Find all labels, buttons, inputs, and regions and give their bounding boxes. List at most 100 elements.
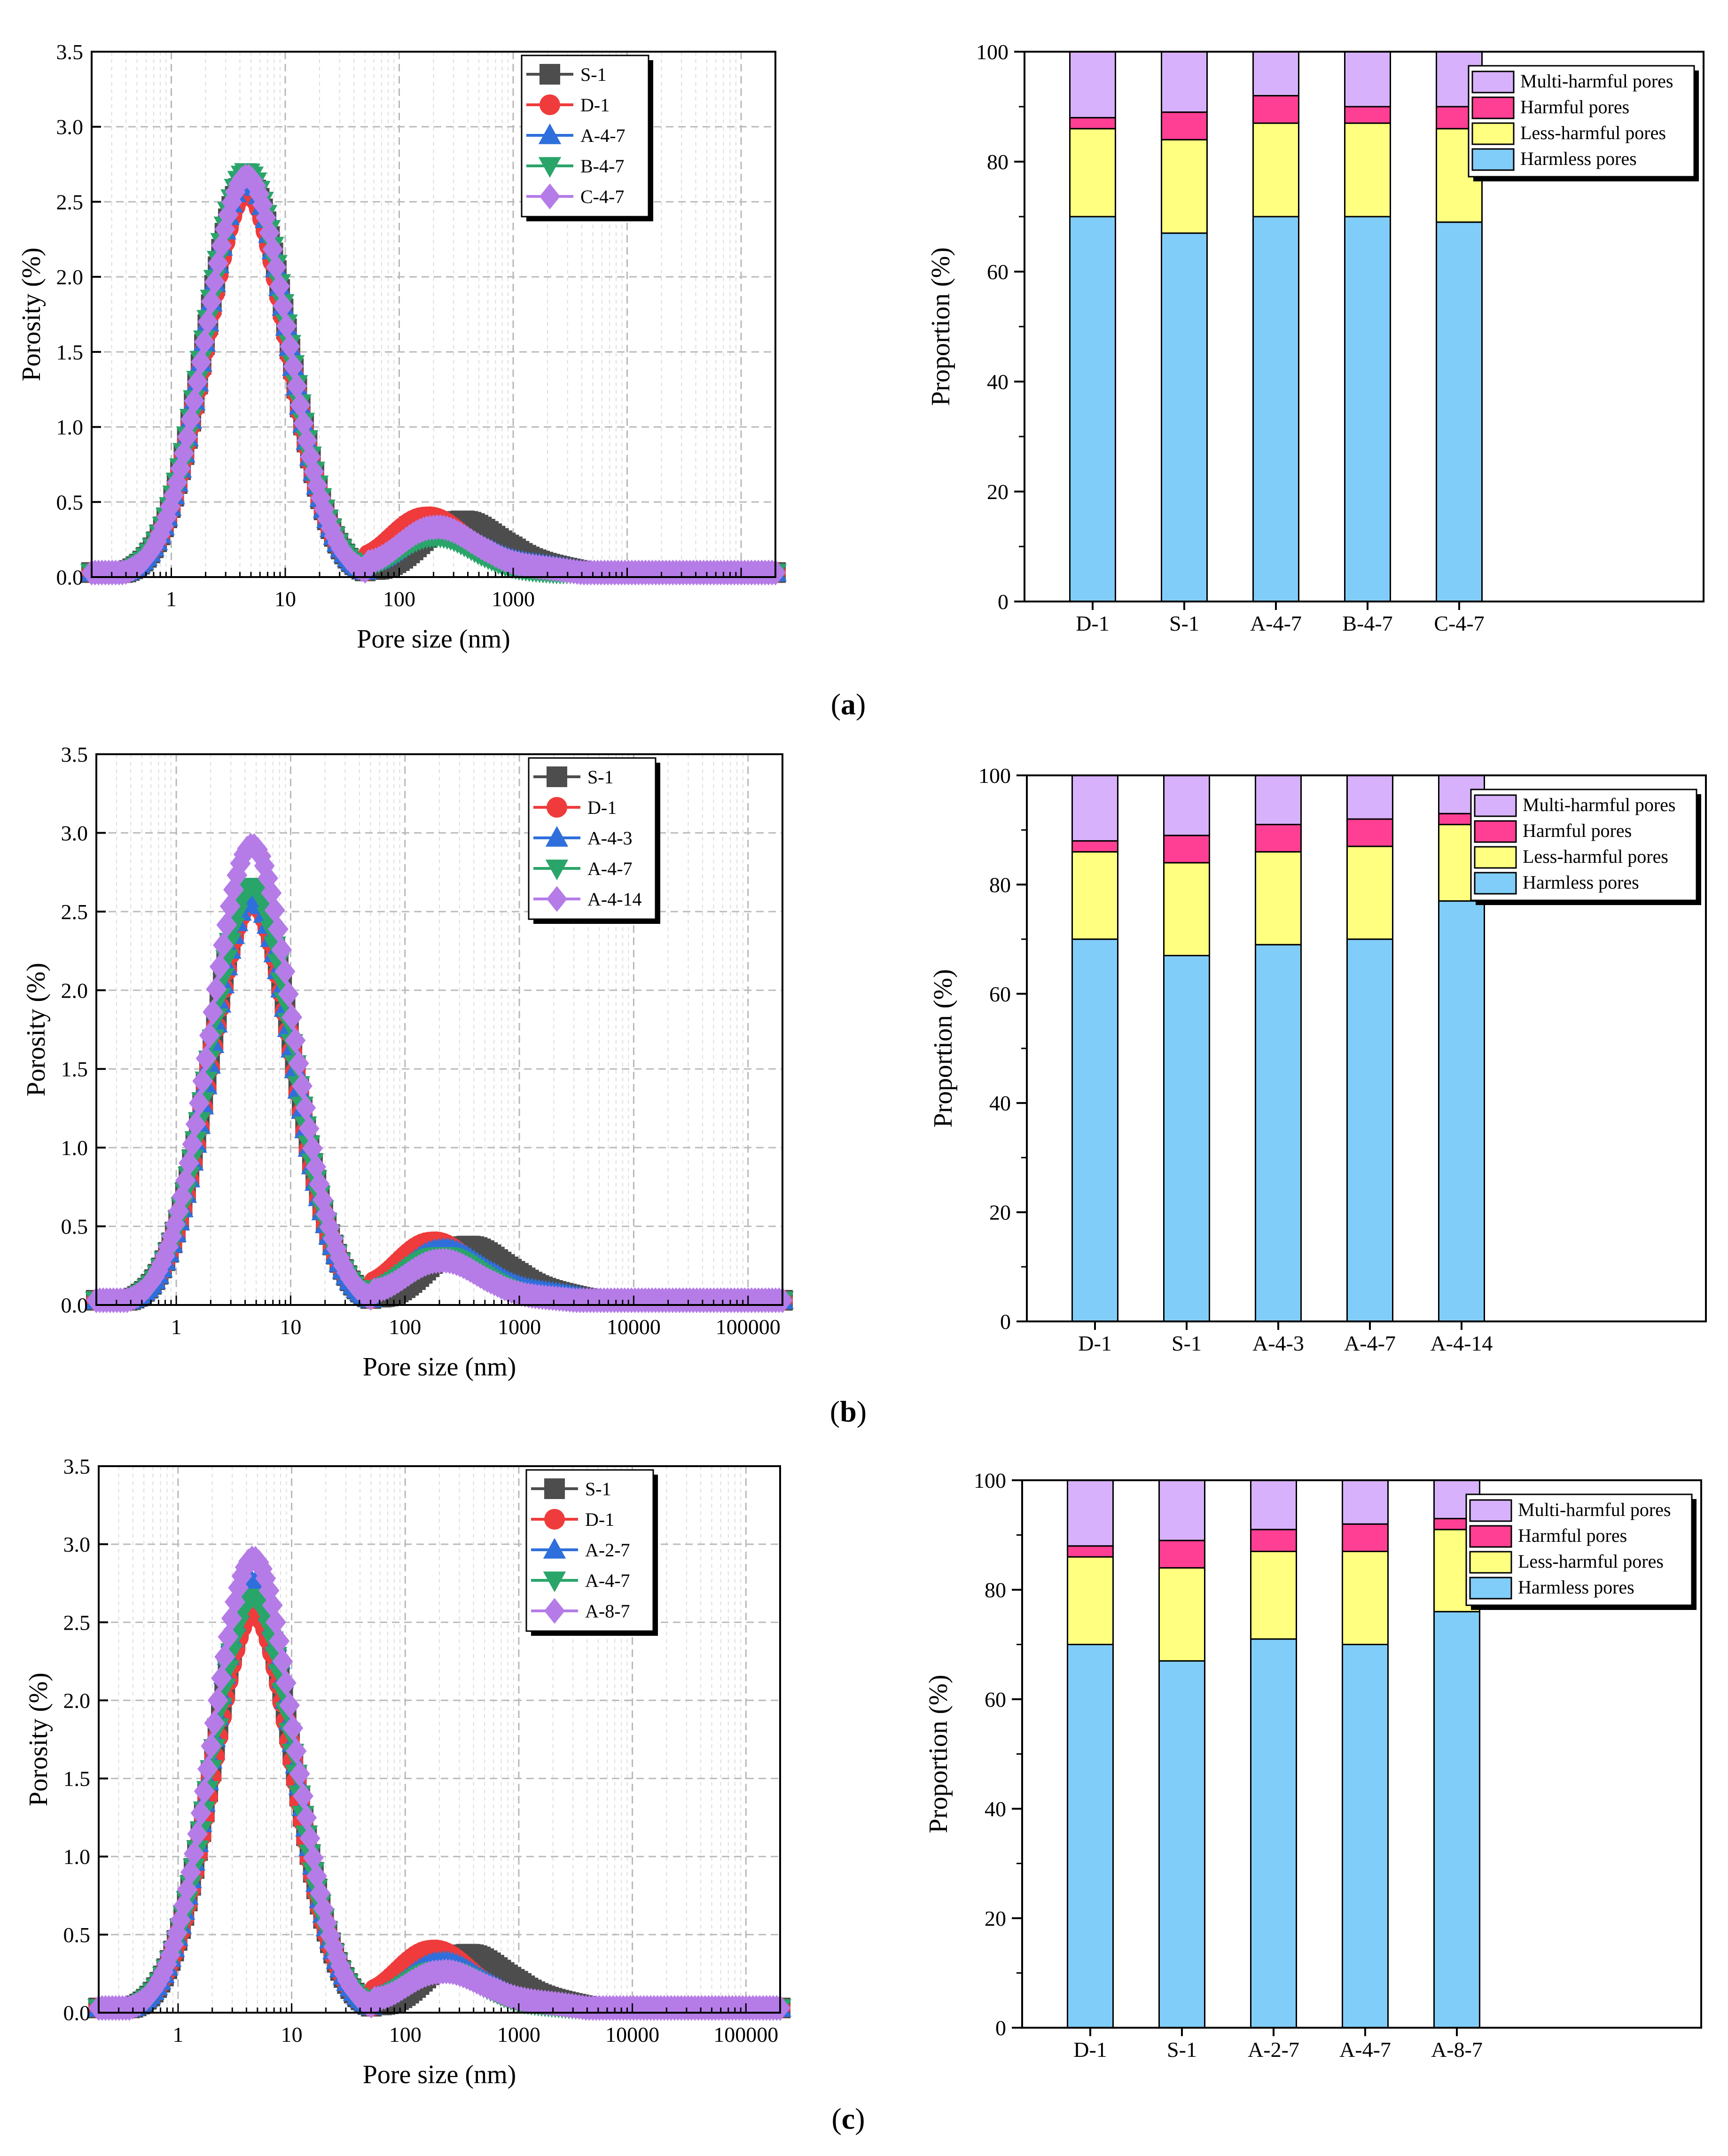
data-point — [218, 1624, 239, 1650]
legend: Multi-harmful pores Harmful pores Less-har… — [1470, 789, 1701, 905]
data-point — [185, 1111, 206, 1137]
data-point — [303, 459, 324, 485]
data-point — [214, 1644, 235, 1670]
data-point — [194, 329, 215, 355]
x-tick-label: 100 — [389, 1315, 421, 1339]
data-point — [206, 976, 227, 1002]
bar-segment — [1071, 840, 1118, 853]
legend-swatch — [1471, 122, 1515, 145]
legend-label: Harmless pores — [1523, 872, 1639, 893]
bar-segment — [1069, 51, 1116, 118]
y-tick-label: 3.0 — [61, 821, 88, 845]
x-axis-label: Pore size (nm) — [357, 625, 510, 654]
bar-segment — [1158, 1660, 1205, 2029]
bar-segment — [1255, 944, 1302, 1322]
legend-swatch — [1469, 1577, 1512, 1600]
legend-label: S-1 — [580, 64, 607, 85]
y-tick-label: 3.0 — [56, 115, 84, 139]
panel-label-a: (a) — [831, 687, 866, 721]
data-point — [286, 373, 307, 399]
data-point — [264, 897, 285, 923]
bar-segment — [1158, 1479, 1205, 1541]
legend-label: Less-harmful pores — [1520, 122, 1666, 143]
data-point — [195, 1045, 217, 1071]
data-point — [216, 912, 237, 938]
data-point — [288, 1050, 309, 1077]
data-point — [302, 1135, 323, 1162]
bar-segment — [1163, 862, 1210, 956]
bar-segment — [1346, 938, 1393, 1322]
y-axis-label: Porosity (%) — [24, 1672, 53, 1806]
x-tick-label: A-4-14 — [1431, 1331, 1493, 1355]
legend-swatch — [1469, 1551, 1512, 1574]
legend-label: Multi-harmful pores — [1520, 70, 1673, 92]
y-tick-label: 1.0 — [61, 1136, 88, 1160]
y-tick-label: 1.0 — [56, 415, 84, 439]
legend-swatch — [1469, 1499, 1512, 1522]
data-point — [184, 388, 205, 414]
y-tick-label: 3.5 — [56, 40, 84, 64]
bar-segment — [1163, 954, 1210, 1322]
legend-marker — [545, 826, 569, 847]
data-point — [207, 1687, 228, 1713]
data-point — [281, 1004, 303, 1031]
data-point — [190, 1800, 211, 1826]
legend-marker — [547, 766, 567, 787]
legend-label: A-8-7 — [585, 1601, 630, 1622]
y-tick-label: 1.5 — [61, 1057, 88, 1081]
y-tick-label: 0.0 — [61, 1293, 88, 1317]
y-tick-label: 0.0 — [56, 565, 84, 589]
legend-marker — [547, 797, 567, 818]
data-point — [279, 1692, 300, 1719]
bar-segment — [1252, 95, 1299, 124]
tick-labels: 0.0 0.5 1.0 1.5 2.0 2.5 3.0 3.5 1 10 100 1000 — [56, 40, 776, 611]
data-point — [180, 406, 201, 432]
legend-label: B-4-7 — [580, 156, 624, 177]
data-point — [275, 1670, 297, 1696]
data-point — [266, 1609, 286, 1635]
y-tick-label: 0.5 — [56, 490, 84, 514]
y-tick-label: 60 — [989, 982, 1011, 1006]
x-tick-label: 10 — [281, 2023, 303, 2047]
legend-marker — [540, 183, 560, 210]
data-point — [189, 1090, 210, 1116]
data-point — [187, 1821, 208, 1847]
bar-segment — [1069, 216, 1116, 602]
x-tick-label: 1 — [171, 1315, 182, 1339]
data-point — [303, 1845, 324, 1871]
porosity-chart-b: 0.0 0.5 1.0 1.5 2.0 2.5 3.0 3.5 1 10 100 1000 10000 1… — [22, 742, 794, 1382]
bar-segment — [1071, 851, 1118, 940]
legend: Multi-harmful pores Harmful pores Less-har… — [1465, 1493, 1697, 1610]
bar-segment — [1344, 106, 1391, 124]
legend: Multi-harmful pores Harmful pores Less-har… — [1468, 65, 1699, 181]
tick-labels: 0.0 0.5 1.0 1.5 2.0 2.5 3.0 3.5 1 10 100 1000 10000 1… — [63, 1454, 781, 2047]
data-point — [177, 424, 198, 450]
x-tick-label: A-4-3 — [1252, 1331, 1304, 1355]
legend-marker — [540, 64, 560, 85]
y-tick-label: 100 — [976, 40, 1009, 64]
y-tick-label: 0 — [998, 590, 1009, 614]
legend-label: A-2-7 — [585, 1539, 630, 1561]
x-tick-label: A-4-7 — [1344, 1331, 1396, 1355]
x-tick-label: D-1 — [1073, 2038, 1107, 2062]
data-point — [271, 937, 292, 963]
bar-segment — [1071, 774, 1118, 842]
data-point — [285, 1027, 306, 1054]
y-tick-label: 0 — [1000, 1310, 1011, 1334]
proportion-chart-b: D-1 S-1 A-4-3 A-4-7 A-4-14 0 20 40 60 80 100 Propor… — [929, 764, 1707, 1355]
x-tick-label: 1000 — [492, 587, 535, 611]
data-point — [190, 349, 211, 375]
x-tick-label: A-4-7 — [1250, 611, 1302, 635]
data-point — [221, 189, 242, 215]
data-point — [204, 269, 225, 295]
bar-segment — [1161, 111, 1208, 141]
y-tick-label: 1.5 — [56, 340, 84, 364]
data-point — [267, 916, 289, 942]
y-tick-label: 0.5 — [61, 1215, 88, 1239]
legend-label: A-4-14 — [587, 889, 642, 910]
grid-lines — [98, 1465, 781, 2014]
bar-segment — [1342, 1644, 1389, 2029]
data-point — [182, 1131, 203, 1157]
x-tick-label: 10000 — [605, 2023, 659, 2047]
legend-label: Multi-harmful pores — [1518, 1499, 1671, 1520]
